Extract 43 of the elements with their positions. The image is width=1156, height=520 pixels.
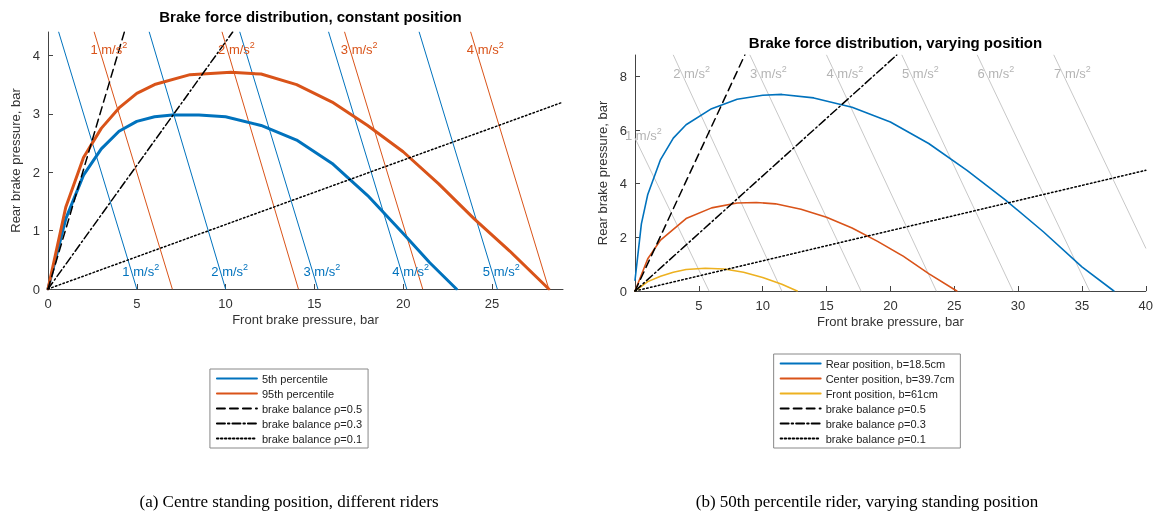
x-axis-title: Front brake pressure, bar (817, 314, 965, 329)
y-tick-label: 4 (32, 47, 40, 63)
x-tick-label: 10 (218, 296, 233, 311)
y-tick-label: 3 (32, 106, 40, 122)
chart-title: Brake force distribution, varying position (748, 34, 1043, 51)
y-axis-title: Rear brake pressure, bar (594, 100, 610, 246)
x-tick-label: 30 (1010, 298, 1026, 313)
text: (b) 50th percentile rider, varying standing position (695, 492, 1039, 511)
y-tick-label: 0 (32, 281, 40, 297)
text: (a) Centre standing position, different riders (139, 492, 439, 511)
x-tick-label: 15 (307, 296, 322, 311)
x-tick-label: 20 (883, 298, 898, 313)
y-tick-label: 6 (619, 122, 627, 138)
legend-label: brake balance ρ=0.3 (261, 417, 363, 430)
y-tick-label: 1 (32, 223, 40, 239)
x-tick-label: 5 (133, 296, 141, 311)
y-tick-label: 8 (619, 68, 627, 84)
legend-label: brake balance ρ=0.3 (825, 417, 926, 430)
chart-title: Brake force distribution, constant position (159, 8, 462, 25)
x-tick-label: 20 (395, 296, 411, 311)
legend-label: brake balance ρ=0.5 (261, 402, 363, 415)
legend-label: 5th percentile (261, 372, 328, 385)
legend-label: 95th percentile (261, 387, 335, 400)
y-tick-label: 2 (32, 164, 40, 180)
y-tick-label: 2 (619, 229, 627, 245)
x-tick-label: 15 (819, 298, 834, 313)
legend-label: Rear position, b=18.5cm (825, 357, 946, 370)
x-tick-label: 35 (1074, 298, 1090, 313)
legend-label: Front position, b=61cm (825, 387, 938, 400)
y-axis-title: Rear brake pressure, bar (7, 87, 23, 233)
x-tick-label: 25 (947, 298, 962, 313)
x-tick-label: 5 (695, 298, 703, 313)
x-axis-title: Front brake pressure, bar (232, 312, 380, 327)
x-tick-label: 0 (44, 296, 52, 311)
x-tick-label: 10 (755, 298, 770, 313)
legend-label: brake balance ρ=0.5 (825, 402, 926, 415)
legend-label: brake balance ρ=0.1 (825, 432, 926, 445)
x-tick-label: 25 (484, 296, 500, 311)
y-tick-label: 4 (619, 176, 627, 192)
legend-label: Center position, b=39.7cm (825, 372, 955, 385)
y-tick-label: 0 (619, 283, 627, 299)
legend-label: brake balance ρ=0.1 (261, 432, 363, 445)
x-tick-label: 40 (1138, 298, 1153, 313)
